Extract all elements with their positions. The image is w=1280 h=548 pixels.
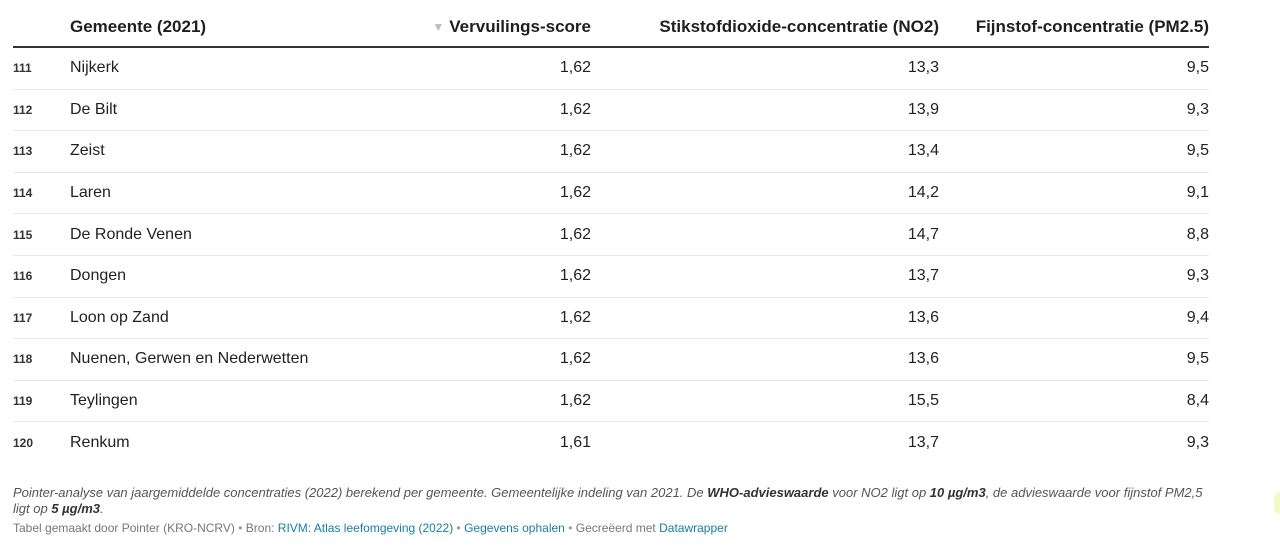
table-row: 112 De Bilt 1,62 13,9 9,3 <box>13 89 1209 132</box>
rank-cell: 113 <box>13 130 70 173</box>
table-row: 118 Nuenen, Gerwen en Nederwetten 1,62 13,6… <box>13 338 1209 381</box>
pm25-cell: 9,5 <box>939 130 1209 173</box>
column-header-no2[interactable]: Stikstofdioxide-concentratie (NO2) <box>591 8 939 48</box>
score-cell: 1,62 <box>370 338 591 381</box>
rank-cell: 118 <box>13 338 70 381</box>
pm25-cell: 9,4 <box>939 297 1209 340</box>
column-header-gemeente-label: Gemeente (2021) <box>70 17 207 36</box>
rank-cell: 119 <box>13 380 70 423</box>
notes-text-3: , de advieswaarde voor fijnstof PM2,5 li… <box>13 485 1203 516</box>
rank-cell: 114 <box>13 172 70 215</box>
pm25-cell: 9,1 <box>939 172 1209 215</box>
score-cell: 1,62 <box>370 130 591 173</box>
notes-text-2: voor NO2 ligt op <box>828 485 930 500</box>
no2-cell: 13,9 <box>591 89 939 132</box>
data-table-container: Gemeente (2021) ▼ Vervuilings-score Stiks… <box>13 8 1209 463</box>
table-notes: Pointer-analyse van jaargemiddelde conce… <box>13 485 1203 517</box>
no2-cell: 13,4 <box>591 130 939 173</box>
gemeente-cell: De Bilt <box>70 89 370 132</box>
column-header-score-label: Vervuilings-score <box>449 17 591 36</box>
pm25-cell: 9,3 <box>1186 433 1209 451</box>
column-header-no2-label: Stikstofdioxide-concentratie (NO2) <box>659 17 939 36</box>
column-header-pm25[interactable]: Fijnstof-concentratie (PM2.5) <box>939 8 1209 48</box>
no2-cell: 13,3 <box>591 47 939 90</box>
table-row: 120 Renkum 1,61 13,7 9,3 <box>13 422 1209 463</box>
edge-widget-indicator <box>1274 492 1280 514</box>
table-footer: Tabel gemaakt door Pointer (KRO-NCRV) • … <box>13 521 1213 535</box>
gemeente-cell: Teylingen <box>70 380 370 423</box>
footer-source-link[interactable]: RIVM: Atlas leefomgeving (2022) <box>277 521 454 535</box>
score-cell: 1,62 <box>370 213 591 256</box>
footer-made-by: Tabel gemaakt door Pointer (KRO-NCRV) <box>13 521 235 535</box>
footer-source-prefix: Bron: <box>245 521 278 535</box>
gemeente-cell: Loon op Zand <box>70 297 370 340</box>
notes-no2-value: 10 µg/m3 <box>929 485 986 500</box>
table-row: 111 Nijkerk 1,62 13,3 9,5 <box>13 47 1209 90</box>
score-cell: 1,62 <box>370 380 591 423</box>
notes-who-label: WHO-advieswaarde <box>707 485 829 500</box>
rank-cell: 111 <box>13 47 70 90</box>
no2-cell: 13,6 <box>591 338 939 381</box>
table-row: 114 Laren 1,62 14,2 9,1 <box>13 172 1209 215</box>
pm25-cell: 9,5 <box>939 47 1209 90</box>
score-cell: 1,61 <box>559 433 591 451</box>
pm25-cell: 9,5 <box>939 338 1209 381</box>
pm25-cell: 9,3 <box>939 89 1209 132</box>
table-row: 113 Zeist 1,62 13,4 9,5 <box>13 130 1209 173</box>
gemeente-cell: Renkum <box>70 433 130 451</box>
score-cell: 1,62 <box>370 255 591 298</box>
table-body: 111 Nijkerk 1,62 13,3 9,5 112 De Bilt 1,62 13,9 9… <box>13 47 1209 463</box>
pm25-cell: 8,8 <box>939 213 1209 256</box>
footer-created-prefix: Gecreëerd met <box>575 521 660 535</box>
notes-text-4: . <box>100 501 104 516</box>
table-header-row: Gemeente (2021) ▼ Vervuilings-score Stiks… <box>13 8 1209 48</box>
rank-cell: 116 <box>13 255 70 298</box>
no2-cell: 15,5 <box>591 380 939 423</box>
score-cell: 1,62 <box>370 172 591 215</box>
rank-cell: 115 <box>13 213 70 256</box>
notes-pm-value: 5 µg/m3 <box>51 501 100 516</box>
no2-cell: 14,2 <box>591 172 939 215</box>
gemeente-cell: Laren <box>70 172 370 215</box>
gemeente-cell: Zeist <box>70 130 370 173</box>
footer-get-data-link[interactable]: Gegevens ophalen <box>464 521 565 535</box>
gemeente-cell: Dongen <box>70 255 370 298</box>
no2-cell: 13,6 <box>591 297 939 340</box>
no2-cell: 13,7 <box>591 255 939 298</box>
rank-cell: 117 <box>13 297 70 340</box>
footer-separator-2: • <box>456 521 461 535</box>
gemeente-cell: Nuenen, Gerwen en Nederwetten <box>70 338 370 381</box>
gemeente-cell: Nijkerk <box>70 47 370 90</box>
footer-datawrapper-link[interactable]: Datawrapper <box>659 521 728 535</box>
score-cell: 1,62 <box>370 47 591 90</box>
score-cell: 1,62 <box>370 89 591 132</box>
no2-cell: 14,7 <box>591 213 939 256</box>
column-header-vervuilings-score[interactable]: ▼ Vervuilings-score <box>370 8 591 48</box>
table-row: 116 Dongen 1,62 13,7 9,3 <box>13 255 1209 298</box>
footer-separator-3: • <box>568 521 573 535</box>
no2-cell: 13,7 <box>907 433 939 451</box>
pm25-cell: 9,3 <box>939 255 1209 298</box>
rank-header <box>13 8 70 48</box>
score-cell: 1,62 <box>370 297 591 340</box>
footer-separator-1: • <box>238 521 243 535</box>
rank-cell: 112 <box>13 89 70 132</box>
pollution-table: Gemeente (2021) ▼ Vervuilings-score Stiks… <box>13 8 1209 463</box>
column-header-pm25-label: Fijnstof-concentratie (PM2.5) <box>975 17 1209 36</box>
table-row: 119 Teylingen 1,62 15,5 8,4 <box>13 380 1209 423</box>
table-row: 117 Loon op Zand 1,62 13,6 9,4 <box>13 297 1209 340</box>
pm25-cell: 8,4 <box>939 380 1209 423</box>
notes-text-1: Pointer-analyse van jaargemiddelde conce… <box>13 485 708 500</box>
rank-cell: 120 <box>13 435 34 450</box>
gemeente-cell: De Ronde Venen <box>70 213 370 256</box>
table-row: 115 De Ronde Venen 1,62 14,7 8,8 <box>13 213 1209 256</box>
column-header-gemeente[interactable]: Gemeente (2021) <box>70 8 370 48</box>
sort-descending-icon: ▼ <box>432 20 445 34</box>
